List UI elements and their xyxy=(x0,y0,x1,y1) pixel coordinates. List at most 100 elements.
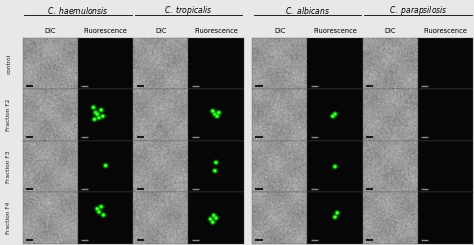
Circle shape xyxy=(214,114,216,115)
Circle shape xyxy=(211,109,215,113)
Circle shape xyxy=(331,114,335,118)
Circle shape xyxy=(210,219,216,225)
Circle shape xyxy=(215,114,219,118)
Circle shape xyxy=(99,108,103,112)
Text: control: control xyxy=(6,54,11,74)
Circle shape xyxy=(333,165,337,168)
Circle shape xyxy=(213,160,219,165)
Circle shape xyxy=(101,114,105,118)
Circle shape xyxy=(96,113,99,115)
Circle shape xyxy=(213,215,214,216)
Circle shape xyxy=(211,110,214,112)
Circle shape xyxy=(214,216,218,220)
Circle shape xyxy=(216,115,218,117)
Circle shape xyxy=(96,209,102,215)
Circle shape xyxy=(211,220,215,224)
Circle shape xyxy=(335,211,339,215)
Circle shape xyxy=(102,115,104,117)
Circle shape xyxy=(100,206,102,207)
Circle shape xyxy=(104,164,108,167)
Circle shape xyxy=(92,106,94,109)
Circle shape xyxy=(94,111,97,114)
Circle shape xyxy=(97,114,98,115)
Circle shape xyxy=(99,117,100,118)
Text: DIC: DIC xyxy=(384,28,396,34)
Circle shape xyxy=(333,112,337,116)
Circle shape xyxy=(332,111,338,117)
Circle shape xyxy=(332,115,334,117)
Circle shape xyxy=(93,118,96,120)
Circle shape xyxy=(94,111,100,117)
Circle shape xyxy=(98,211,100,213)
Circle shape xyxy=(103,214,104,216)
Circle shape xyxy=(335,217,336,218)
Circle shape xyxy=(96,115,102,121)
Text: Fraction F3: Fraction F3 xyxy=(6,150,11,183)
Text: Fluorescence: Fluorescence xyxy=(313,28,357,34)
Text: Fraction F4: Fraction F4 xyxy=(6,202,11,234)
Circle shape xyxy=(216,162,217,163)
Text: DIC: DIC xyxy=(155,28,166,34)
Text: DIC: DIC xyxy=(45,28,56,34)
Circle shape xyxy=(214,161,218,164)
Circle shape xyxy=(94,206,100,212)
Circle shape xyxy=(210,108,216,114)
Text: Fluorescence: Fluorescence xyxy=(83,28,128,34)
Circle shape xyxy=(334,166,336,168)
Circle shape xyxy=(97,210,101,214)
Text: Fraction F2: Fraction F2 xyxy=(6,99,11,131)
Circle shape xyxy=(209,217,212,221)
Circle shape xyxy=(100,113,106,119)
Circle shape xyxy=(335,114,336,115)
Circle shape xyxy=(100,109,102,111)
Circle shape xyxy=(213,214,215,217)
Circle shape xyxy=(91,106,95,109)
Circle shape xyxy=(214,113,220,119)
Circle shape xyxy=(93,107,94,108)
Circle shape xyxy=(95,207,99,211)
Text: $\it{C.\ tropicalis}$: $\it{C.\ tropicalis}$ xyxy=(164,4,213,17)
Circle shape xyxy=(102,163,109,168)
Circle shape xyxy=(208,216,214,222)
Circle shape xyxy=(98,204,104,209)
Circle shape xyxy=(99,205,103,208)
Circle shape xyxy=(214,113,216,115)
Circle shape xyxy=(95,112,99,116)
Circle shape xyxy=(211,221,214,223)
Circle shape xyxy=(92,117,97,121)
Circle shape xyxy=(94,119,95,120)
Circle shape xyxy=(334,216,336,218)
Circle shape xyxy=(212,111,218,117)
Circle shape xyxy=(332,116,333,117)
Circle shape xyxy=(215,217,217,219)
Circle shape xyxy=(213,215,219,221)
Circle shape xyxy=(98,107,104,113)
Circle shape xyxy=(212,168,218,173)
Circle shape xyxy=(212,110,213,111)
Circle shape xyxy=(215,161,217,163)
Circle shape xyxy=(334,210,340,216)
Circle shape xyxy=(94,111,98,114)
Circle shape xyxy=(212,214,216,217)
Circle shape xyxy=(330,113,336,119)
Circle shape xyxy=(332,214,338,220)
Circle shape xyxy=(91,116,98,122)
Text: $\it{C.\ haemulonsis}$: $\it{C.\ haemulonsis}$ xyxy=(47,5,109,16)
Text: DIC: DIC xyxy=(274,28,285,34)
Circle shape xyxy=(213,169,217,172)
Text: $\it{C.\ albicans}$: $\it{C.\ albicans}$ xyxy=(285,5,330,16)
Circle shape xyxy=(100,212,106,218)
Circle shape xyxy=(98,117,100,119)
Circle shape xyxy=(216,218,217,219)
Circle shape xyxy=(214,170,216,171)
Circle shape xyxy=(102,214,104,216)
Circle shape xyxy=(91,105,97,110)
Circle shape xyxy=(99,211,100,212)
Circle shape xyxy=(218,111,220,114)
Circle shape xyxy=(213,112,217,116)
Circle shape xyxy=(104,165,107,167)
Circle shape xyxy=(333,215,337,219)
Circle shape xyxy=(100,206,102,208)
Circle shape xyxy=(212,222,213,223)
Circle shape xyxy=(217,116,218,117)
